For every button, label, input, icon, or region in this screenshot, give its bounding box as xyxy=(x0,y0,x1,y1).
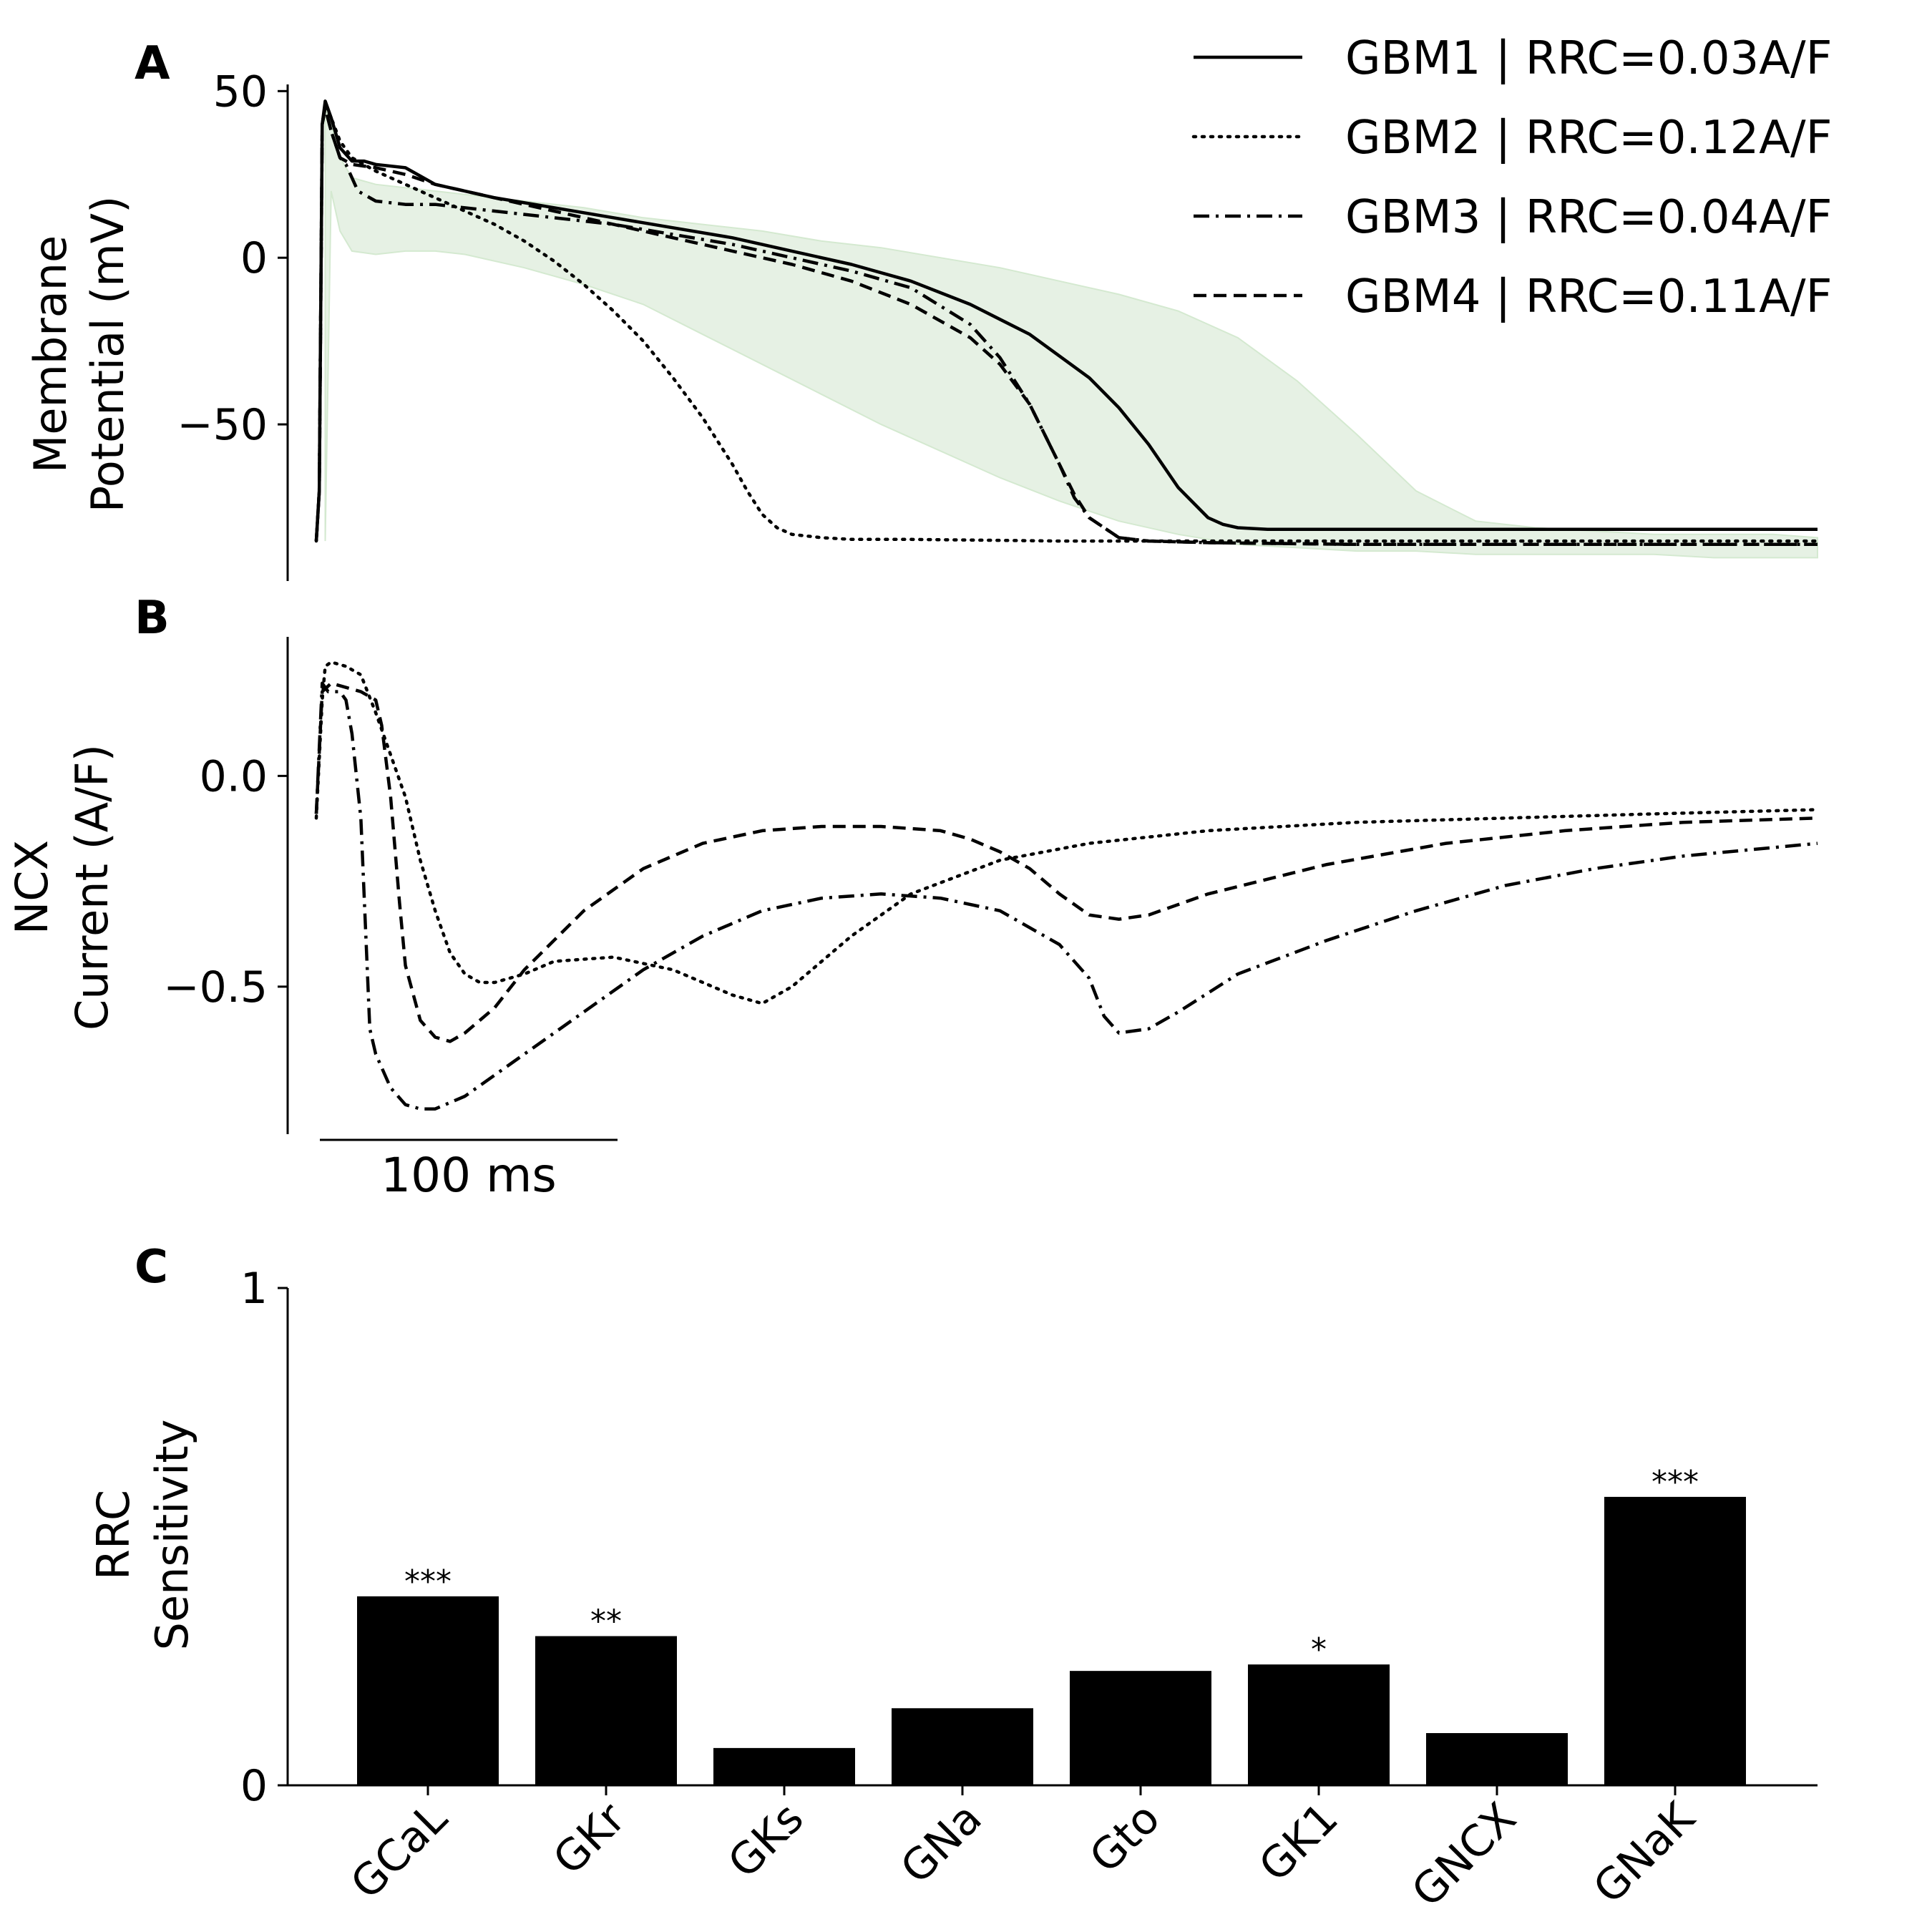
time-scale-bar-label: 100 ms xyxy=(381,1148,557,1203)
panel-c-y-ticks: 10 xyxy=(240,1264,288,1811)
bar-gcal xyxy=(357,1596,499,1785)
y-tick-label: 0 xyxy=(240,233,268,283)
panel-b-ncx-current: 0.0 −0.5 NCX Current (A/F) 100 ms xyxy=(6,637,1820,1203)
y-tick-label: 1 xyxy=(240,1264,268,1314)
bar-gkr xyxy=(535,1636,677,1785)
trace-dotted xyxy=(314,660,1820,1005)
y-tick-label: −0.5 xyxy=(163,962,268,1013)
x-tick-label: GNa xyxy=(891,1793,991,1893)
bar-gnak xyxy=(1604,1496,1746,1785)
panel-a-ylabel-line1: Membrane xyxy=(24,235,77,473)
bar-gncx xyxy=(1426,1733,1568,1785)
x-tick-label: GK1 xyxy=(1249,1793,1347,1891)
legend-label: GBM1 | RRC=0.03A/F xyxy=(1345,32,1832,85)
significance-label: *** xyxy=(1652,1464,1699,1501)
panel-letter-b: B xyxy=(135,592,170,645)
panel-b-ylabel-line1: NCX xyxy=(6,840,58,935)
trace-dotted xyxy=(314,102,1820,543)
trace-dashed xyxy=(314,681,1818,1043)
bar-gks xyxy=(713,1747,855,1785)
panel-c-x-ticks: GCaL GKr GKs GNa Gto GK1 GNCX GNaK xyxy=(341,1785,1705,1917)
panel-a-ylabel-line2: Potential (mV) xyxy=(82,196,134,513)
x-tick-label: GKr xyxy=(544,1793,635,1885)
panel-b-traces xyxy=(314,660,1820,1111)
panel-a-y-ticks: 50 0 −50 xyxy=(177,67,288,450)
y-tick-label: 0 xyxy=(240,1761,268,1811)
legend: GBM1 | RRC=0.03A/F GBM2 | RRC=0.12A/F GBM3… xyxy=(1191,32,1832,323)
panel-letter-a: A xyxy=(135,37,170,90)
y-tick-label: 50 xyxy=(213,67,268,117)
panel-c-ylabel-line1: RRC xyxy=(87,1490,140,1580)
x-tick-label: GNaK xyxy=(1584,1792,1705,1913)
panel-c-ylabel-line2: Sensitivity xyxy=(146,1420,198,1651)
panel-b-y-ticks: 0.0 −0.5 xyxy=(163,751,288,1013)
y-tick-label: −50 xyxy=(177,400,268,450)
significance-label: *** xyxy=(404,1563,452,1600)
panel-c-bars: ********* xyxy=(357,1464,1746,1785)
bar-gto xyxy=(1070,1671,1211,1785)
panel-b-ylabel-line2: Current (A/F) xyxy=(66,744,118,1030)
x-tick-label: GNCX xyxy=(1402,1793,1526,1917)
y-tick-label: 0.0 xyxy=(200,751,268,801)
bar-gna xyxy=(892,1708,1033,1785)
x-tick-label: GCaL xyxy=(341,1793,457,1909)
panel-c-rrc-sensitivity: ********* 10 GCaL GKr GKs GNa Gto GK1 GNCX GNaK… xyxy=(87,1264,1818,1917)
trace-solid xyxy=(314,99,1818,542)
x-tick-label: Gto xyxy=(1080,1793,1170,1883)
panel-letter-c: C xyxy=(135,1241,168,1294)
significance-label: ** xyxy=(590,1604,622,1640)
legend-label: GBM3 | RRC=0.04A/F xyxy=(1345,191,1832,244)
x-tick-label: GKs xyxy=(718,1793,813,1888)
legend-label: GBM4 | RRC=0.11A/F xyxy=(1345,270,1832,323)
significance-label: * xyxy=(1311,1631,1327,1668)
bar-gk1 xyxy=(1248,1664,1390,1785)
panel-a-membrane-potential: 50 0 −50 Membrane Potential (mV) xyxy=(24,67,1820,581)
panel-a-traces xyxy=(314,99,1820,547)
trace-dashed xyxy=(314,106,1818,547)
population-range-band xyxy=(324,107,1818,559)
trace-dashdot xyxy=(314,681,1818,1111)
legend-label: GBM2 | RRC=0.12A/F xyxy=(1345,112,1832,165)
